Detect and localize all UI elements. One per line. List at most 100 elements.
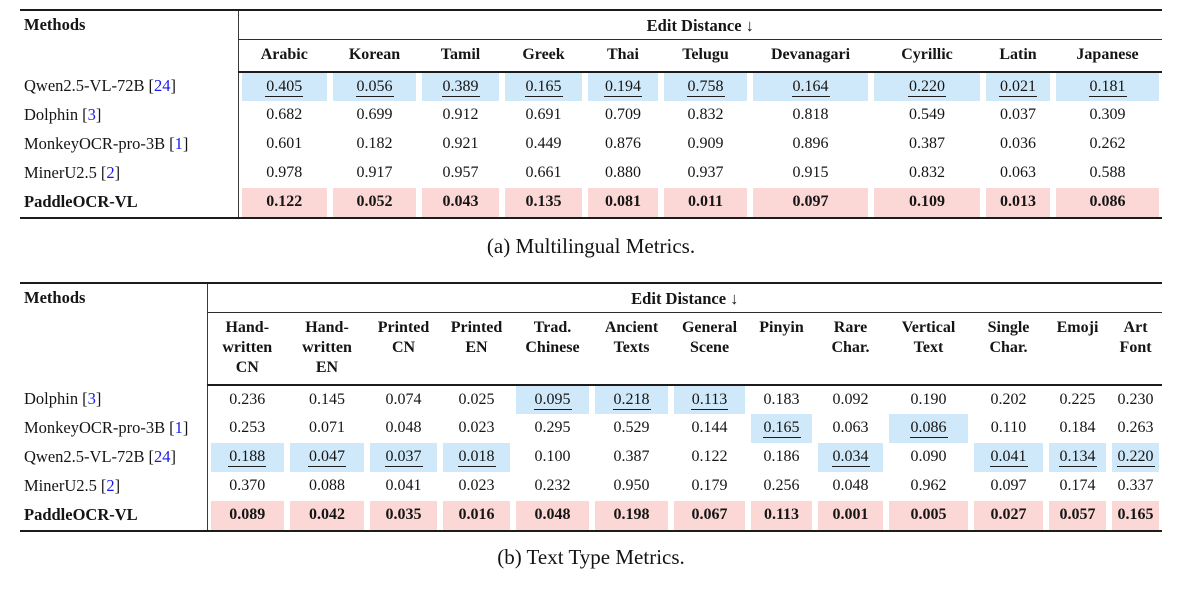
methods-header: Methods — [24, 15, 86, 34]
value-cell: 0.818 — [792, 106, 829, 123]
table-text-type-metrics: Methods Edit Distance ↓ Hand- written CN Ha… — [20, 282, 1163, 532]
citation-link[interactable]: 2 — [106, 163, 115, 182]
value-cell: 0.549 — [909, 106, 945, 123]
table-row: MonkeyOCR-pro-3B [1] 0.253 0.071 0.048 0.023 0… — [20, 414, 1162, 443]
value-cell: 0.699 — [356, 106, 393, 123]
value-cell: 0.164 — [750, 72, 871, 101]
value-cell: 0.295 — [534, 419, 571, 436]
value-cell: 0.220 — [1109, 443, 1163, 472]
citation-link[interactable]: 2 — [106, 476, 115, 495]
column-header: Single Char. — [971, 312, 1046, 386]
underlined-value: 0.181 — [1088, 77, 1127, 97]
underlined-value: 0.405 — [265, 77, 304, 97]
value-cell: 0.056 — [330, 72, 419, 101]
citation-bracket-close: ] — [170, 447, 177, 466]
value-cell: 0.709 — [605, 106, 641, 123]
table-row: Dolphin [3] 0.682 0.699 0.912 0.691 0.709 0.832… — [20, 101, 1162, 130]
value-cell: 0.086 — [1053, 188, 1163, 218]
value-cell: 0.047 — [287, 443, 367, 472]
table-a-caption: (a) Multilingual Metrics. — [486, 234, 696, 258]
value-cell: 0.880 — [605, 164, 641, 181]
value-cell: 0.917 — [356, 164, 393, 181]
column-header: Art Font — [1109, 312, 1163, 386]
value-cell: 0.052 — [330, 188, 419, 218]
citation-link[interactable]: 1 — [174, 134, 183, 153]
value-cell: 0.183 — [763, 390, 800, 408]
citation: [24] — [149, 447, 177, 466]
value-cell: 0.230 — [1117, 390, 1154, 408]
value-cell: 0.184 — [1059, 419, 1096, 436]
value-cell: 0.188 — [206, 443, 287, 472]
citation-bracket-open: [ — [169, 134, 175, 153]
value-cell: 0.220 — [871, 72, 983, 101]
value-cell: 0.048 — [832, 477, 869, 494]
value-cell: 0.232 — [534, 477, 571, 494]
value-cell: 0.144 — [691, 419, 728, 436]
citation-link[interactable]: 3 — [87, 389, 96, 408]
column-header: Vertical Text — [886, 312, 971, 386]
value-cell: 0.758 — [661, 72, 750, 101]
value-cell: 0.109 — [871, 188, 983, 218]
citation-bracket-close: ] — [114, 476, 121, 495]
value-cell: 0.023 — [458, 477, 495, 494]
value-cell: 0.122 — [691, 448, 728, 465]
value-cell: 0.601 — [237, 130, 330, 159]
value-cell: 0.661 — [525, 164, 562, 181]
underlined-value: 0.134 — [1058, 448, 1097, 467]
method-cell: MonkeyOCR-pro-3B [1] — [24, 418, 189, 437]
value-cell: 0.198 — [592, 501, 671, 531]
value-cell: 0.962 — [910, 477, 947, 494]
citation-bracket-open: [ — [100, 476, 107, 495]
citation: [1] — [169, 418, 188, 437]
value-cell: 0.978 — [237, 159, 330, 188]
column-header: Thai — [585, 39, 661, 73]
value-cell: 0.021 — [983, 72, 1053, 101]
group-header-edit-distance: Edit Distance ↓ — [237, 10, 1163, 40]
table-row: Qwen2.5-VL-72B [24] 0.188 0.047 0.037 0.018 0.… — [20, 443, 1163, 472]
citation-bracket-open: [ — [82, 105, 88, 124]
column-header-row: Arabic Korean Tamil Greek Thai Telugu Devanaga… — [20, 39, 1163, 73]
citation-link[interactable]: 3 — [87, 105, 96, 124]
underlined-value: 0.113 — [690, 390, 729, 410]
value-cell: 0.036 — [1000, 135, 1036, 152]
citation: [2] — [101, 163, 120, 182]
column-header: Arabic — [237, 39, 330, 73]
column-header: Rare Char. — [815, 312, 886, 386]
citation-bracket-open: [ — [148, 76, 155, 95]
column-header: Printed EN — [440, 312, 513, 386]
value-cell: 0.682 — [237, 101, 330, 130]
citation-bracket-close: ] — [170, 76, 177, 95]
value-cell: 0.691 — [525, 106, 562, 123]
value-cell: 0.832 — [687, 106, 724, 123]
value-cell: 0.018 — [440, 443, 513, 472]
value-cell: 0.449 — [525, 135, 562, 152]
value-cell: 0.389 — [419, 72, 502, 101]
column-header: Telugu — [661, 39, 750, 73]
underlined-value: 0.056 — [355, 77, 394, 97]
value-cell: 0.074 — [385, 390, 422, 408]
citation-bracket-open: [ — [82, 389, 88, 408]
table-b-section: Methods Edit Distance ↓ Hand- written CN Ha… — [20, 282, 1163, 584]
underlined-value: 0.758 — [686, 77, 725, 97]
value-cell: 0.025 — [458, 390, 495, 408]
value-cell: 0.041 — [385, 477, 422, 494]
value-cell: 0.588 — [1089, 164, 1126, 181]
value-cell: 0.005 — [886, 501, 971, 531]
value-cell: 0.165 — [502, 72, 585, 101]
citation-link[interactable]: 24 — [154, 447, 171, 466]
value-cell: 0.090 — [910, 448, 947, 465]
value-cell: 0.043 — [419, 188, 502, 218]
citation-bracket-close: ] — [114, 163, 121, 182]
value-cell: 0.950 — [613, 477, 650, 494]
value-cell: 0.218 — [592, 385, 671, 414]
value-cell: 0.387 — [909, 135, 945, 152]
table-row: MinerU2.5 [2] 0.370 0.088 0.041 0.023 0.232 0.9… — [20, 472, 1162, 501]
citation-link[interactable]: 1 — [174, 418, 183, 437]
value-cell: 0.113 — [748, 501, 815, 531]
citation-bracket-close: ] — [182, 418, 189, 437]
value-cell: 0.256 — [763, 477, 800, 494]
citation-link[interactable]: 24 — [154, 76, 171, 95]
value-cell: 0.100 — [534, 448, 571, 465]
value-cell: 0.957 — [442, 164, 479, 181]
underlined-value: 0.164 — [791, 77, 830, 97]
